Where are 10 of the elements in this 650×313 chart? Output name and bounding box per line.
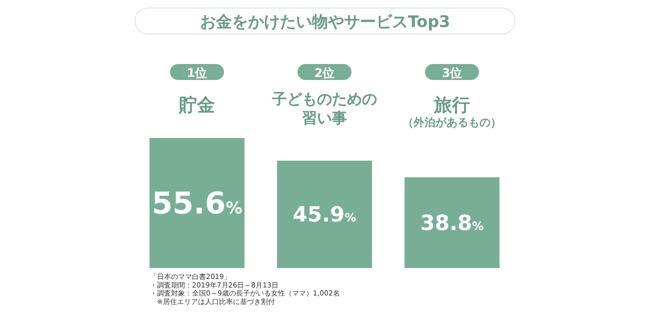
data-label: 45.9% — [292, 202, 357, 227]
text: 1位 — [186, 66, 208, 80]
x-tick-label: 旅行（外泊があるもの） — [402, 95, 502, 129]
text: 3位 — [442, 66, 462, 80]
data-label: 55.6% — [152, 186, 243, 222]
data-label: 38.8% — [420, 210, 484, 235]
chart-title: お金をかけたい物やサービスTop3 — [200, 12, 450, 31]
x-tick-label: 子どものための習い事 — [271, 90, 377, 127]
text: 2位 — [314, 66, 335, 80]
x-tick-label: 貯金 — [178, 95, 215, 116]
